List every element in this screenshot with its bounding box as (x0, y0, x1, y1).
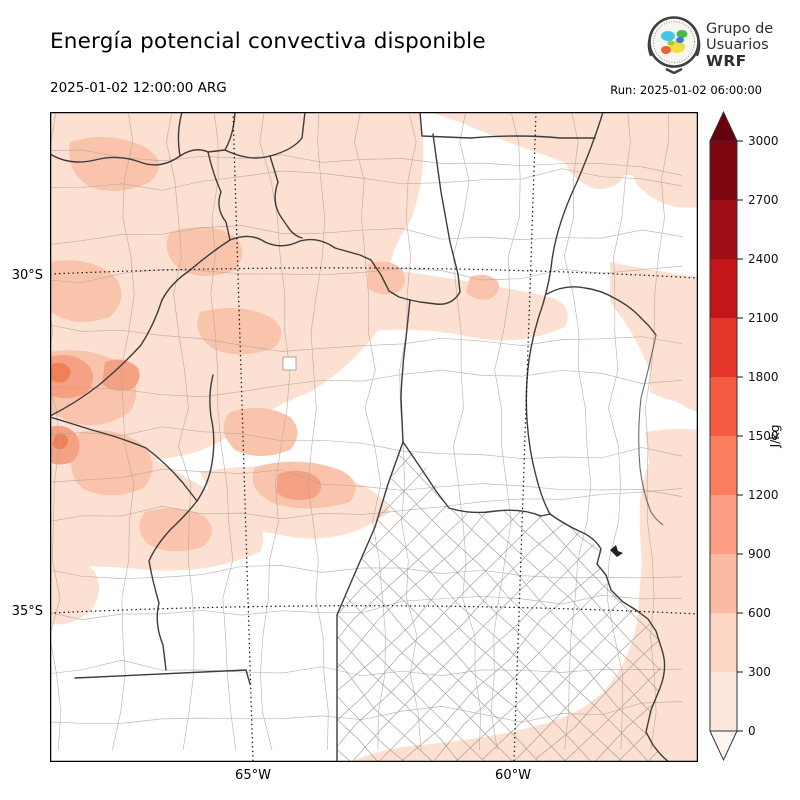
logo-text: Grupo de Usuarios WRF (706, 21, 773, 69)
colorbar-tick-label: 1200 (748, 488, 779, 502)
lat-label-35s: 35°S (11, 604, 43, 619)
colorbar-unit-label: J/kg (767, 424, 782, 448)
colorbar-tick-label: 3000 (748, 134, 779, 148)
logo-line-1: Grupo de (706, 21, 774, 37)
province-borders (50, 112, 670, 762)
logo-line-3: WRF (706, 52, 747, 70)
colorbar-tick-label: 300 (748, 665, 771, 679)
logo-line-2: Usuarios (706, 37, 769, 53)
page-title: Energía potencial convectiva disponible (50, 29, 486, 54)
colorbar-tick-label: 900 (748, 547, 771, 561)
department-square (282, 356, 297, 371)
map-canvas (50, 112, 698, 762)
colorbar-segments (709, 110, 738, 762)
lat-label-30s: 30°S (11, 268, 43, 283)
colorbar: 0 300 600 900 1200 1500 1800 2100 2400 2700 3000 J… (709, 110, 782, 762)
colorbar-tick-label: 0 (748, 724, 756, 738)
colorbar-ticks: 0 300 600 900 1200 1500 1800 2100 2400 2700 3000 (737, 134, 779, 738)
department-borders (50, 112, 683, 751)
buenos-aires-city-marker (610, 545, 623, 557)
graticule-gridlines (50, 112, 698, 762)
colorbar-tick-label: 1500 (748, 429, 779, 443)
map-frame (50, 112, 698, 762)
colorbar-tick-label: 1800 (748, 370, 779, 384)
lon-label-60w: 60°W (495, 768, 531, 783)
wrf-users-logo-icon (647, 16, 701, 74)
run-time-label: Run: 2025-01-02 06:00:00 (610, 83, 762, 97)
colorbar-tick-label: 2700 (748, 193, 779, 207)
colorbar-tick-label: 2100 (748, 311, 779, 325)
valid-time-label: 2025-01-02 12:00:00 ARG (50, 80, 227, 96)
colorbar-tick-label: 600 (748, 606, 771, 620)
colorbar-tick-label: 2400 (748, 252, 779, 266)
cape-shading (50, 112, 698, 762)
lon-label-65w: 65°W (235, 768, 271, 783)
